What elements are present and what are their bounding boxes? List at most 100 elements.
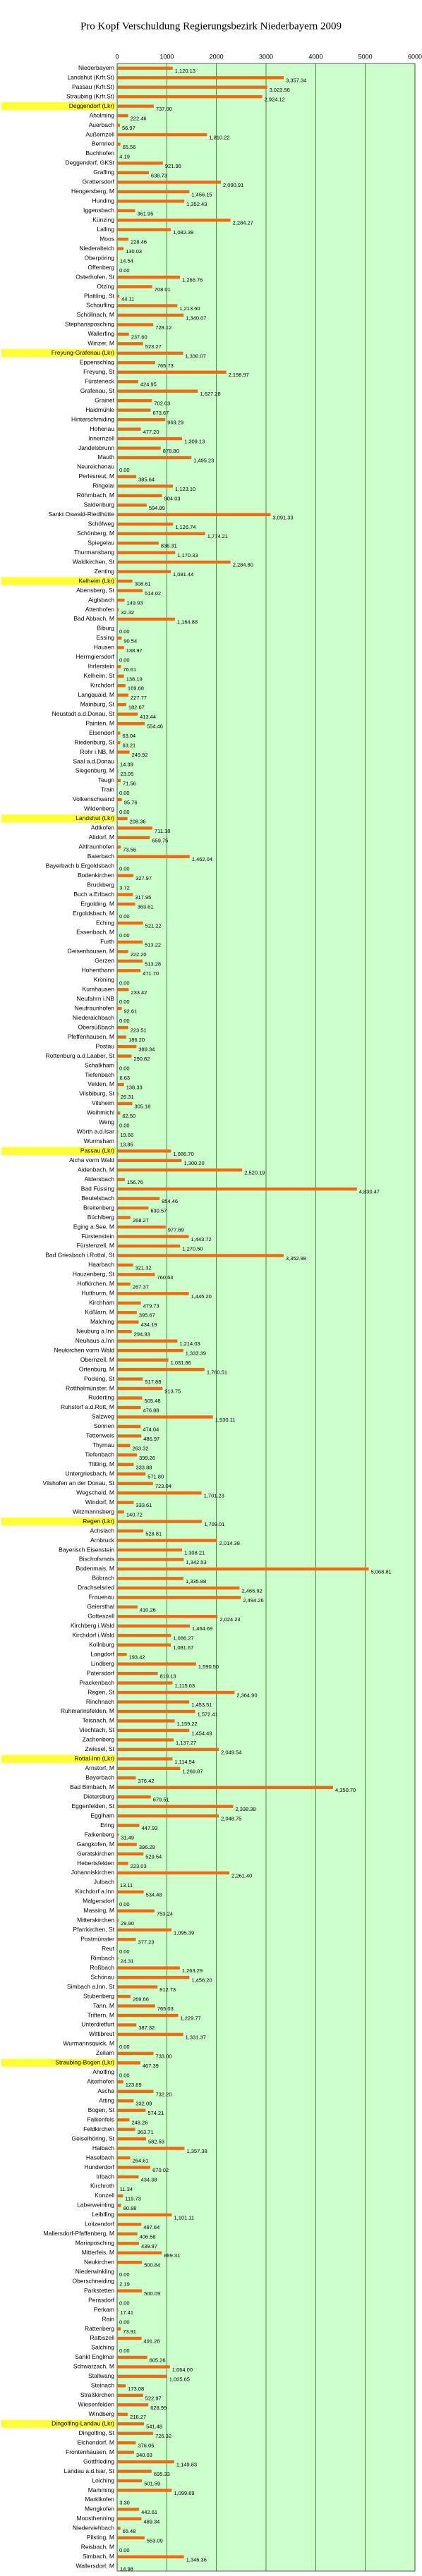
value-label: 340.03: [136, 2452, 152, 2458]
bar: [117, 1273, 155, 1276]
bar: [117, 361, 155, 365]
y-tick-label: Neustadt a.d.Donau, St: [52, 710, 115, 717]
y-tick-label: Straubing-Bogen (Lkr): [55, 2059, 114, 2066]
bar: [117, 2242, 139, 2245]
bar: [117, 1054, 132, 1058]
y-tick-label: Wiesenfelden: [78, 2401, 114, 2408]
y-tick-label: Gottfrieding: [83, 2458, 114, 2465]
y-tick-label: Neuburg a.Inn: [76, 1327, 114, 1334]
value-label: 5,068.81: [371, 1568, 392, 1575]
value-label: 0.00: [119, 628, 130, 635]
value-label: 2,198.97: [229, 372, 249, 378]
value-label: 1,335.88: [186, 1578, 206, 1585]
bar: [117, 408, 151, 412]
value-label: 264.61: [133, 2158, 149, 2164]
bar: [117, 2441, 136, 2445]
bar: [117, 1520, 203, 1523]
bar: [117, 2061, 140, 2065]
bar: [117, 731, 121, 735]
value-label: 523.27: [145, 343, 162, 350]
bar: [117, 2128, 135, 2131]
y-tick-label: Adlkofen: [91, 824, 114, 831]
y-tick-label: Mengkofen: [85, 2505, 114, 2513]
y-tick-label: Thurmansbang: [74, 549, 114, 556]
value-label: 149.93: [127, 600, 143, 606]
value-label: 1,445.20: [191, 1293, 212, 1300]
value-label: 76.61: [123, 666, 136, 673]
value-label: 1,357.38: [186, 2148, 207, 2154]
value-label: 1,123.10: [175, 486, 195, 492]
y-tick-label: Essing: [96, 634, 114, 641]
bar: [117, 1890, 144, 1894]
value-label: 1,333.39: [186, 1350, 206, 1357]
x-tick-label: 4000: [308, 53, 322, 60]
bar: [117, 256, 119, 260]
y-tick-label: Simbach a.Inn, St: [67, 1983, 115, 1990]
bar: [117, 1700, 190, 1704]
bar: [117, 2023, 137, 2027]
y-tick-label: Saal a.d.Donau: [73, 757, 114, 764]
y-tick-label: Irlbach: [96, 2173, 114, 2180]
y-tick-label: Postau: [96, 1042, 115, 1049]
value-label: 479.73: [143, 1302, 159, 1309]
y-tick-label: Langdorf: [90, 1650, 114, 1657]
bar: [117, 2489, 172, 2492]
value-label: 1,331.37: [186, 2034, 206, 2040]
value-label: 385.64: [138, 476, 155, 482]
bar: [117, 2422, 145, 2426]
y-tick-label: Salzweg: [92, 1413, 114, 1420]
value-label: 434.38: [141, 2176, 157, 2183]
bar: [117, 740, 121, 745]
value-label: 267.37: [133, 1283, 149, 1290]
value-label: 1,081.44: [173, 571, 193, 578]
value-label: 1,774.21: [207, 533, 228, 539]
y-tick-label: Postmünster: [80, 1936, 114, 1943]
y-tick-label: Außernzell: [85, 130, 114, 138]
value-label: 0.00: [119, 2547, 130, 2553]
value-label: 377.23: [138, 1939, 155, 1946]
y-tick-label: Aiterhofen: [87, 2078, 114, 2085]
bar: [117, 417, 166, 422]
bar: [117, 294, 120, 298]
y-tick-label: Steinach: [91, 2382, 114, 2389]
value-label: 327.97: [135, 875, 152, 881]
value-label: 395.67: [139, 1312, 155, 1319]
value-label: 921.96: [165, 163, 181, 169]
value-label: 489.34: [143, 2518, 159, 2525]
bar: [117, 579, 133, 583]
bar: [117, 2517, 142, 2521]
y-tick-label: Aholming: [90, 111, 115, 118]
y-tick-label: Laberweinting: [77, 2202, 114, 2209]
bar: [117, 532, 205, 535]
y-tick-label: Straßkirchen: [80, 2391, 114, 2398]
y-tick-label: Tiefenbach: [85, 1451, 114, 1458]
y-tick-label: Leiblfing: [92, 2211, 114, 2218]
value-label: 62.50: [122, 1113, 135, 1119]
y-tick-label: Deggendorf (Lkr): [69, 102, 114, 109]
bar: [117, 1491, 202, 1495]
value-label: 193.42: [129, 1654, 145, 1661]
value-label: 471.70: [143, 970, 159, 977]
bar: [117, 1396, 143, 1400]
y-tick-label: Grafenau, St: [80, 387, 115, 394]
bar: [117, 2156, 131, 2160]
bar: [117, 2099, 134, 2103]
value-label: 513.28: [145, 960, 161, 967]
value-label: 269.66: [133, 1996, 149, 2003]
bar: [117, 389, 198, 393]
bar: [117, 2232, 138, 2236]
value-label: 723.04: [155, 1483, 171, 1489]
value-label: 333.61: [135, 1502, 152, 1508]
y-tick-label: Hinterschmiding: [71, 415, 114, 422]
value-label: 1,213.60: [179, 305, 200, 312]
y-tick-label: Roßbach: [90, 1964, 115, 1971]
value-label: 222.46: [131, 116, 147, 122]
value-label: 899.31: [164, 2252, 180, 2259]
y-tick-label: Plattling, St: [84, 292, 115, 299]
bar: [117, 209, 135, 212]
value-label: 3,352.98: [286, 1255, 306, 1262]
y-tick-label: Langquaid, M: [78, 691, 114, 698]
y-tick-label: Landshut (Lkr): [76, 814, 114, 822]
value-label: 26.31: [121, 1094, 134, 1100]
y-tick-label: Schaufling: [86, 302, 114, 309]
